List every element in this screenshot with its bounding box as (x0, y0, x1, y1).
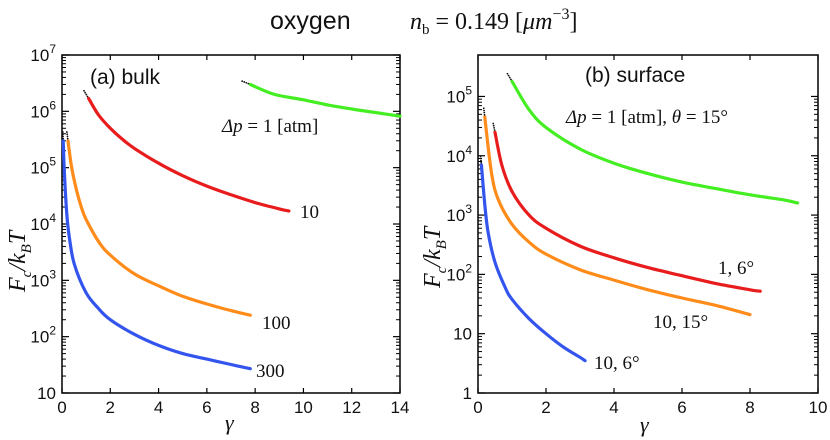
panel-a-xlabel: γ (225, 410, 235, 435)
panel-a-xtick-label: 10 (294, 398, 313, 417)
panel-a-ylabel: Fc/kBT (5, 229, 35, 293)
panel-a-series-2 (66, 139, 252, 317)
panel-a-xtick-label: 14 (391, 398, 410, 417)
panel-b-series-0 (510, 79, 800, 205)
panel-a-series-0-tail-dot (245, 81, 248, 84)
panel-b-surface: 0 2 4 6 8 10 1 10 102 103 104 105 (b) surface Δp = … (420, 54, 827, 437)
panel-b-xtick-label: 2 (541, 398, 550, 417)
panel-b-series-0-tail-dot (508, 76, 511, 79)
panel-b-series-1-tail-dot (492, 122, 495, 125)
panel-a-series-3-tail-dot (62, 133, 64, 136)
panel-a-series-1 (87, 96, 291, 213)
panel-a-series-2-tail-dot (66, 137, 69, 140)
svg-text:γ: γ (640, 412, 650, 437)
panel-a-ytick-label: 106 (30, 98, 56, 121)
svg-text:Δp = 1 [atm]: Δp = 1 [atm] (221, 116, 318, 137)
panel-a-ytick-label: 102 (30, 324, 56, 347)
panel-a-series-1-tail-dot (83, 89, 85, 92)
svg-text:Δp = 1 [atm], θ = 15°: Δp = 1 [atm], θ = 15° (565, 107, 728, 128)
panel-a-ytick-label: 105 (30, 155, 56, 178)
panel-a-curve-label-10: 10 (300, 202, 319, 223)
panel-b-xtick-label: 4 (609, 398, 618, 417)
panel-a-curve-label-300: 300 (256, 361, 285, 382)
panel-b-annotation: Δp = 1 [atm], θ = 15° (565, 107, 728, 128)
panel-a-series-0-tail-dot (243, 81, 246, 83)
panel-b-ytick-label: 104 (446, 143, 472, 166)
panel-a-series-3 (61, 139, 252, 371)
panel-b-ytick-label: 103 (446, 202, 472, 225)
panel-b-curve-label-1-6: 1, 6° (718, 258, 754, 279)
svg-text:nb = 0.149 [μm−3]: nb = 0.149 [μm−3] (410, 6, 577, 38)
panel-b-series-3-tail-dot (480, 159, 482, 162)
panel-a-xtick-label: 2 (106, 398, 115, 417)
panel-a-series-3-tail-dot (61, 131, 64, 133)
panel-b-series-1-tail-dot (493, 126, 496, 129)
panel-a-series-0-tail-dot (247, 82, 250, 85)
panel-b-curves (479, 72, 800, 363)
figure-title-density: nb = 0.149 [μm−3] (410, 6, 577, 38)
panel-a-xtick-label: 0 (57, 398, 66, 417)
panel-b-xtick-label: 10 (809, 398, 828, 417)
panel-b-series-2-tail-dot (483, 113, 486, 116)
panel-a-series-1-tail-dot (85, 93, 88, 96)
panel-b-xtick-label: 6 (677, 398, 686, 417)
panel-a-series-1-tail-dot (84, 91, 87, 94)
panel-b-series-3-tail-dot (480, 161, 483, 164)
svg-text:Fc/kBT: Fc/kBT (5, 229, 35, 293)
panel-b-ticks: 0 2 4 6 8 10 1 10 102 103 104 105 (446, 55, 827, 417)
svg-text:γ: γ (225, 410, 235, 435)
panel-a-bulk: 0 2 4 6 8 10 12 14 10 102 103 104 105 106 107 (a) bulk… (5, 42, 409, 435)
panel-b-series-3-tail-dot (479, 155, 482, 158)
panel-b-series-1 (493, 130, 762, 293)
panel-a-curve-label-100: 100 (262, 313, 291, 334)
panel-a-annotation: Δp = 1 [atm] (221, 116, 318, 137)
panel-a-xtick-label: 12 (342, 398, 361, 417)
panel-a-series-1-tail-dot (86, 95, 89, 98)
panel-b-series-2 (483, 115, 752, 317)
panel-a-series-2-tail-dot (65, 131, 68, 133)
panel-a-label: (a) bulk (90, 66, 161, 89)
figure-title-gas: oxygen (270, 7, 351, 35)
panel-b-curve-label-10-6: 10, 6° (594, 353, 640, 374)
panel-b-series-0-tail-dot (506, 72, 509, 75)
panel-b-ytick-label: 102 (446, 261, 472, 284)
panel-b-curve-label-10-15: 10, 15° (653, 312, 708, 333)
panel-a-series-0-tail-dot (241, 80, 244, 83)
panel-b-xtick-label: 0 (473, 398, 482, 417)
panel-a-ticks: 0 2 4 6 8 10 12 14 10 102 103 104 105 106 107 (30, 42, 409, 417)
svg-text:Fc/kBT: Fc/kBT (420, 225, 450, 289)
panel-a-series-3-tail-dot (62, 135, 64, 138)
panel-a-series-0 (248, 82, 402, 118)
panel-b-xtick-label: 8 (745, 398, 754, 417)
panel-a-series-2-tail-dot (66, 135, 69, 138)
panel-b-series-0-tail-dot (507, 74, 510, 77)
panel-a-ytick-label: 10 (37, 384, 56, 403)
panel-b-xlabel: γ (640, 412, 650, 437)
panel-b-frame (477, 54, 819, 394)
panel-a-ytick-label: 103 (30, 267, 56, 290)
panel-b-series-3 (479, 163, 587, 363)
panel-a-frame (61, 54, 401, 394)
panel-a-ytick-label: 104 (30, 211, 56, 234)
panel-b-series-2-tail-dot (483, 111, 486, 114)
panel-a-xtick-label: 4 (154, 398, 163, 417)
panel-a-xtick-label: 6 (202, 398, 211, 417)
panel-a-ytick-label: 107 (30, 42, 56, 65)
panel-b-series-0-tail-dot (509, 78, 512, 81)
panel-b-series-2-tail-dot (482, 107, 485, 110)
panel-a-curves (61, 80, 402, 371)
panel-b-ytick-label: 10 (453, 325, 472, 344)
panel-b-series-1-tail-dot (493, 129, 496, 131)
panel-a-xtick-label: 8 (250, 398, 259, 417)
panel-b-series-1-tail-dot (492, 124, 495, 127)
panel-a-series-3-tail-dot (62, 137, 65, 140)
panel-b-series-2-tail-dot (483, 109, 485, 112)
panel-b-label: (b) surface (585, 64, 685, 87)
panel-b-ytick-label: 105 (446, 83, 472, 106)
panel-a-series-2-tail-dot (66, 133, 69, 136)
panel-b-ytick-label: 1 (463, 384, 472, 403)
panel-b-series-3-tail-dot (479, 157, 482, 160)
panel-b-ylabel: Fc/kBT (420, 225, 450, 289)
